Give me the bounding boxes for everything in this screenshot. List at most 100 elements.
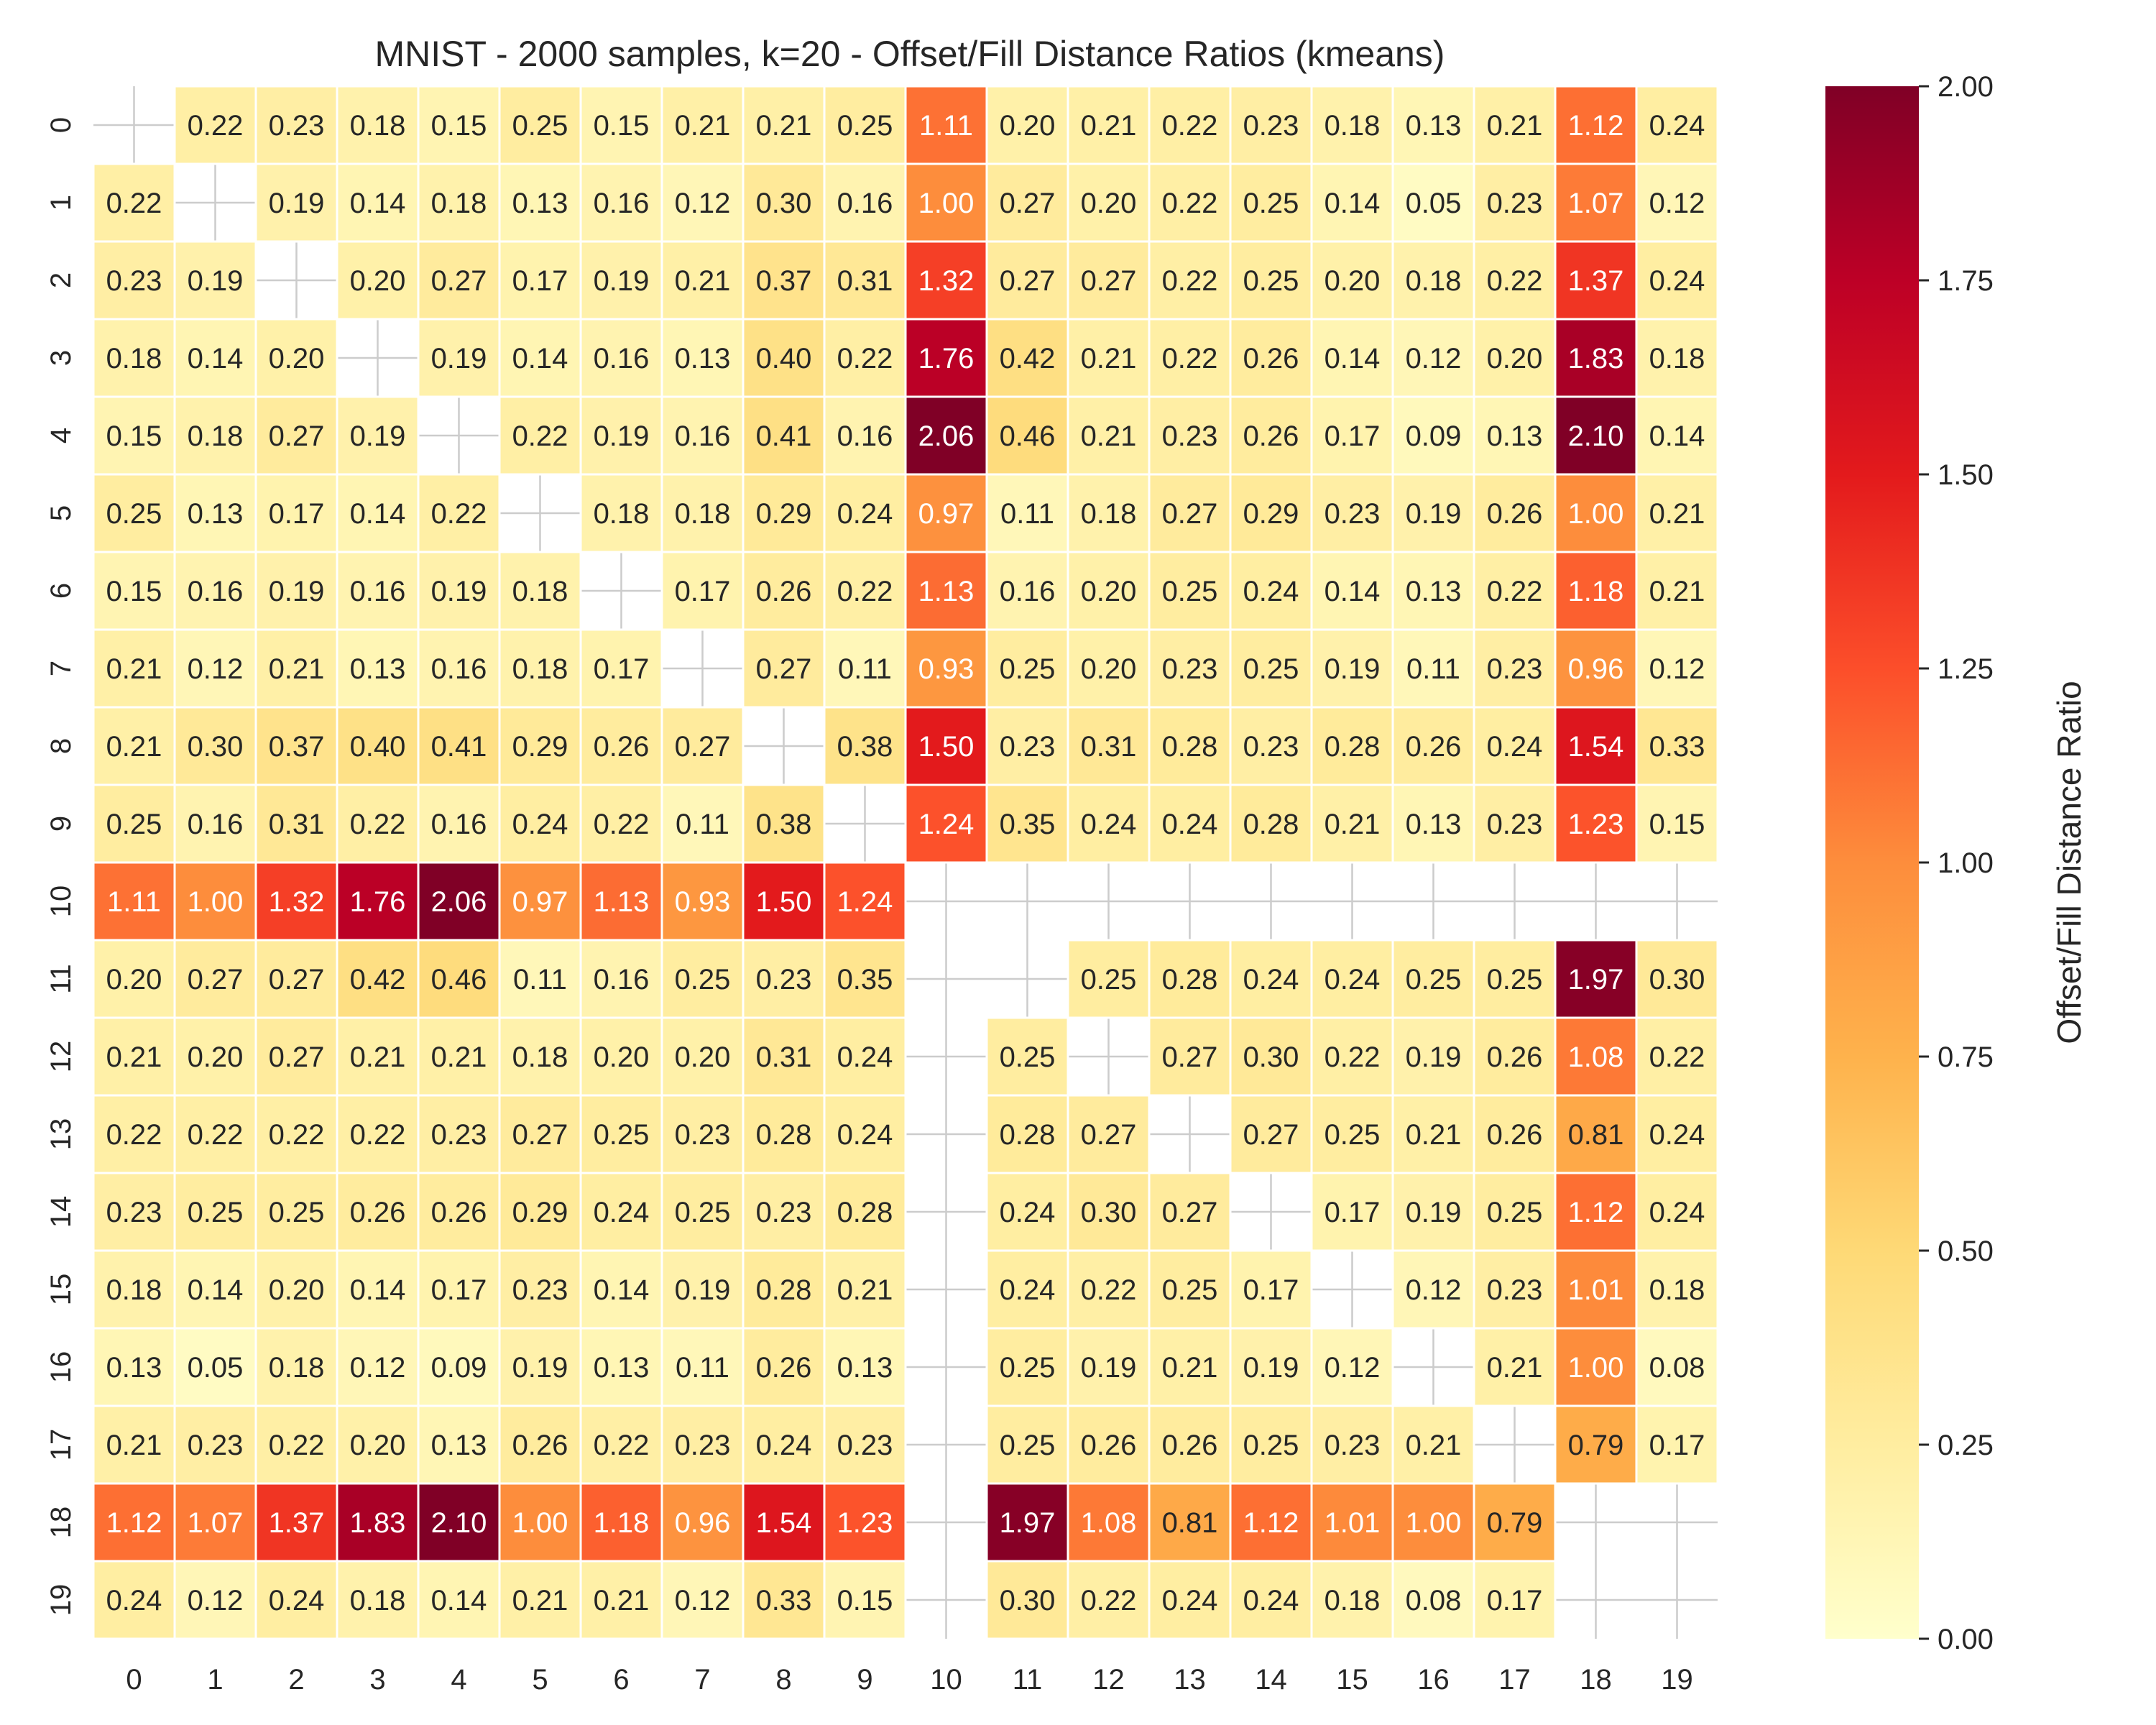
- cell-value-label: 0.27: [1000, 188, 1056, 219]
- heatmap-cell: [579, 240, 663, 321]
- cell-value-label: 0.21: [1081, 110, 1137, 142]
- heatmap-cell: [823, 939, 907, 1019]
- x-tick-label: 18: [1580, 1664, 1612, 1696]
- heatmap-cell: [985, 706, 1069, 786]
- cell-value-label: 0.38: [756, 809, 812, 840]
- cell-value-label: 0.22: [594, 809, 650, 840]
- heatmap-cells: 0.22 0.23 0.18 0.15 0.25 0.15 0.21 0.21 0.25 1.11…: [92, 85, 1719, 1640]
- heatmap-cell: [579, 1249, 663, 1330]
- cell-value-label: 0.30: [1649, 964, 1705, 995]
- cell-value-label: 1.50: [756, 886, 812, 918]
- cell-value-label: 0.14: [594, 1274, 650, 1306]
- heatmap-cell: [1229, 1560, 1313, 1640]
- heatmap-cell: [498, 395, 582, 476]
- heatmap-cell: [417, 318, 501, 398]
- heatmap-cell: [1148, 395, 1232, 476]
- cell-value-label: 0.17: [594, 653, 650, 685]
- cell-value-label: 0.26: [1487, 1041, 1543, 1073]
- heatmap-cell: [1067, 1327, 1151, 1407]
- heatmap-cell: [1391, 240, 1475, 321]
- heatmap-cell: [1067, 783, 1151, 864]
- cell-value-label: 1.11: [919, 110, 973, 142]
- cell-value-label: 0.21: [350, 1041, 406, 1073]
- cell-value-label: 0.13: [594, 1352, 650, 1384]
- cell-value-label: 0.96: [1568, 653, 1624, 685]
- y-tick-label: 4: [45, 428, 77, 443]
- cell-value-label: 0.14: [1649, 420, 1705, 452]
- x-tick-label: 6: [613, 1664, 629, 1696]
- cell-value-label: 0.17: [431, 1274, 487, 1306]
- cell-value-label: 0.23: [431, 1119, 487, 1151]
- y-tick-label: 14: [45, 1196, 77, 1228]
- cell-value-label: 0.21: [1325, 809, 1381, 840]
- cell-value-label: 0.15: [594, 110, 650, 142]
- cell-value-label: 0.23: [1000, 731, 1056, 763]
- heatmap-cell: [336, 473, 420, 553]
- cell-value-label: 0.21: [675, 265, 731, 297]
- cell-value-label: 0.23: [1487, 653, 1543, 685]
- cell-value-label: 0.22: [1081, 1274, 1137, 1306]
- cell-value-label: 0.19: [1406, 498, 1462, 530]
- cell-value-label: 0.24: [269, 1585, 325, 1616]
- cell-value-label: 0.25: [1162, 1274, 1218, 1306]
- cell-value-label: 0.25: [675, 1197, 731, 1228]
- heatmap-cell: [1310, 85, 1394, 165]
- cell-value-label: 0.11: [838, 653, 892, 685]
- heatmap-cell: [92, 240, 176, 321]
- heatmap-cell: [1229, 1016, 1313, 1097]
- heatmap-cell: [579, 1404, 663, 1485]
- x-tick-label: 5: [532, 1664, 548, 1696]
- cell-value-label: 0.25: [106, 809, 162, 840]
- cell-value-label: 1.76: [918, 343, 975, 374]
- cell-value-label: 0.13: [350, 653, 406, 685]
- heatmap-cell: [742, 1249, 826, 1330]
- cell-value-label: 0.15: [106, 420, 162, 452]
- cell-value-label: 1.13: [594, 886, 650, 918]
- cell-value-label: 0.22: [269, 1119, 325, 1151]
- heatmap-cell: [660, 551, 745, 631]
- heatmap-cell: [1635, 1404, 1719, 1485]
- heatmap-cell: [1148, 783, 1232, 864]
- y-tick-label: 13: [45, 1118, 77, 1151]
- heatmap-cell: [1554, 628, 1638, 709]
- cell-value-label: 0.27: [675, 731, 731, 763]
- cell-value-label: 1.12: [1568, 1197, 1624, 1228]
- cell-value-label: 0.12: [675, 1585, 731, 1616]
- heatmap-cell: [498, 551, 582, 631]
- heatmap-cell: [173, 1560, 257, 1640]
- heatmap-cell: [904, 628, 988, 709]
- cell-value-label: 0.22: [269, 1430, 325, 1461]
- x-tick-label: 9: [857, 1664, 872, 1696]
- cell-value-label: 0.33: [1649, 731, 1705, 763]
- cell-value-label: 0.27: [188, 964, 244, 995]
- cell-value-label: 0.23: [1487, 188, 1543, 219]
- heatmap-cell: [985, 551, 1069, 631]
- cell-value-label: 0.17: [675, 576, 731, 607]
- cell-value-label: 0.12: [1406, 1274, 1462, 1306]
- heatmap-cell: [1310, 551, 1394, 631]
- cell-value-label: 1.08: [1081, 1507, 1137, 1539]
- cell-value-label: 0.19: [512, 1352, 568, 1384]
- cell-value-label: 0.25: [1081, 964, 1137, 995]
- cell-value-label: 0.12: [350, 1352, 406, 1384]
- cell-value-label: 0.22: [512, 420, 568, 452]
- heatmap-cell: [1148, 1016, 1232, 1097]
- cell-value-label: 1.23: [1568, 809, 1624, 840]
- heatmap-cell: [498, 162, 582, 243]
- cell-value-label: 0.23: [1487, 809, 1543, 840]
- cell-value-label: 0.19: [1406, 1041, 1462, 1073]
- heatmap-cell: [1473, 318, 1557, 398]
- cell-value-label: 0.25: [594, 1119, 650, 1151]
- y-tick-label: 16: [45, 1351, 77, 1384]
- heatmap-cell: [1554, 473, 1638, 553]
- heatmap-cell: [985, 1016, 1069, 1097]
- heatmap-cell: [336, 783, 420, 864]
- cell-value-label: 0.37: [269, 731, 325, 763]
- heatmap-cell: [1635, 1327, 1719, 1407]
- heatmap-cell: [1229, 706, 1313, 786]
- heatmap-cell: [1310, 1560, 1394, 1640]
- cell-value-label: 0.21: [756, 110, 812, 142]
- cell-value-label: 1.11: [107, 886, 161, 918]
- heatmap-cell: [417, 551, 501, 631]
- heatmap-cell: [823, 240, 907, 321]
